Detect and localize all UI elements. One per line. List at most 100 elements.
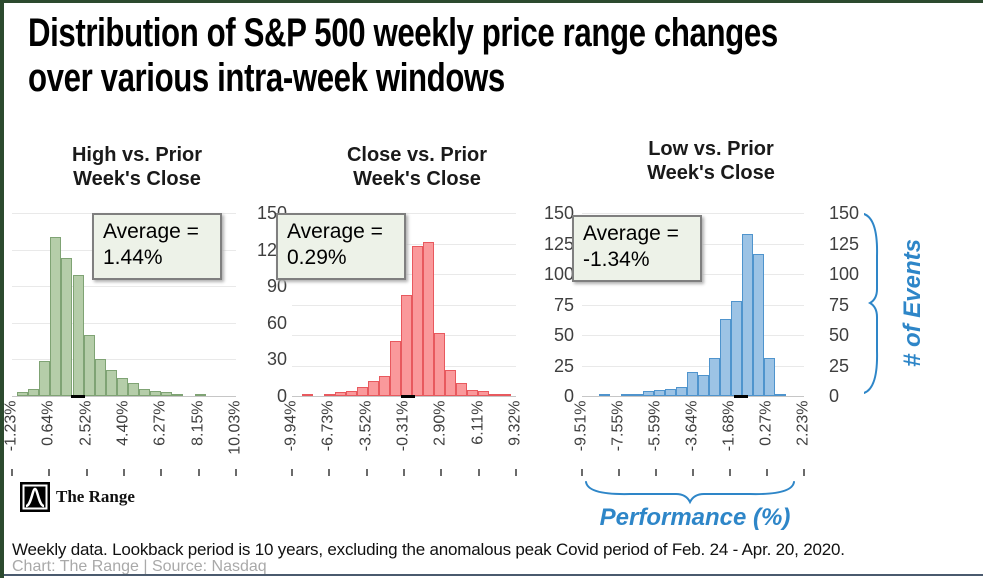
x-tick-mark bbox=[160, 469, 163, 476]
x-tick-mark bbox=[11, 469, 13, 476]
gridline bbox=[12, 322, 236, 324]
performance-brace-icon bbox=[585, 481, 795, 505]
x-tick-mark bbox=[197, 469, 200, 476]
histogram-bar bbox=[478, 391, 489, 396]
histogram-bar bbox=[742, 233, 753, 396]
histogram-bar bbox=[709, 358, 720, 396]
events-axis-label: # of Events bbox=[899, 238, 926, 368]
histogram-bar bbox=[445, 370, 456, 396]
histogram-bar bbox=[139, 388, 151, 396]
histogram-bar bbox=[324, 393, 335, 396]
y-tick-label: 125 bbox=[829, 233, 860, 254]
histogram-bar bbox=[72, 275, 84, 396]
histogram-bar bbox=[753, 254, 764, 396]
y-tick-label: 150 bbox=[543, 203, 574, 223]
histogram-bar bbox=[489, 393, 500, 396]
gridline bbox=[582, 304, 804, 306]
histogram-bar bbox=[401, 294, 412, 396]
histogram-bar bbox=[632, 393, 643, 396]
histogram-bar bbox=[128, 382, 140, 396]
histogram-bar bbox=[335, 392, 346, 396]
page-title-line2: over various intra-week windows bbox=[28, 55, 505, 100]
histogram-bar bbox=[368, 381, 379, 396]
x-tick-mark bbox=[729, 469, 731, 476]
histogram-bar bbox=[720, 319, 731, 396]
average-marker bbox=[733, 395, 748, 398]
histogram-bar bbox=[116, 377, 128, 396]
gridline bbox=[582, 213, 804, 214]
events-brace-icon bbox=[864, 213, 879, 394]
y-tick-label: 30 bbox=[266, 349, 287, 370]
histogram-bar bbox=[434, 332, 445, 396]
x-tick-mark bbox=[85, 469, 88, 476]
x-tick-mark bbox=[515, 469, 517, 476]
histogram-bar bbox=[105, 370, 117, 396]
chart-title-close: Close vs. Prior Week's Close bbox=[346, 144, 488, 190]
bottom-border bbox=[4, 574, 983, 576]
x-tick-mark bbox=[235, 469, 237, 476]
average-callout-close: Average = 0.29% bbox=[276, 213, 406, 280]
y-tick-label: 50 bbox=[829, 325, 850, 345]
page-title-line1: Distribution of S&P 500 weekly price ran… bbox=[28, 11, 778, 55]
chart-title-low: Low vs. Prior Week's Close bbox=[647, 138, 775, 184]
histogram-bar bbox=[28, 388, 40, 396]
histogram-bar bbox=[390, 341, 401, 396]
x-tick-mark bbox=[581, 469, 583, 476]
histogram-bar bbox=[94, 359, 106, 396]
histogram-bar bbox=[83, 335, 95, 396]
page-title: Distribution of S&P 500 weekly price ran… bbox=[28, 11, 778, 101]
y-tick-label: 90 bbox=[266, 276, 287, 297]
y-tick-label: 0 bbox=[276, 386, 287, 406]
x-tick-mark bbox=[365, 469, 368, 476]
average-callout-low: Average = -1.34% bbox=[572, 215, 702, 282]
x-tick-mark bbox=[440, 469, 443, 476]
x-tick-mark bbox=[123, 469, 125, 476]
histogram-bar bbox=[379, 376, 390, 396]
gridline bbox=[12, 286, 236, 288]
histogram-bar bbox=[61, 258, 73, 396]
y-tick-label: 25 bbox=[553, 355, 574, 376]
average-marker bbox=[71, 395, 86, 398]
y-tick-label: 25 bbox=[829, 355, 850, 376]
histogram-bar bbox=[357, 387, 368, 396]
gridline bbox=[582, 335, 804, 336]
histogram-bar bbox=[172, 393, 184, 396]
y-tick-label: 0 bbox=[563, 386, 574, 406]
histogram-bar bbox=[467, 389, 478, 396]
average-marker bbox=[401, 395, 416, 398]
y-tick-label: 60 bbox=[266, 312, 287, 333]
histogram-bar bbox=[621, 394, 632, 396]
y-tick-label: 125 bbox=[543, 233, 574, 254]
histogram-bar bbox=[731, 300, 742, 396]
y-tick-label: 75 bbox=[829, 294, 850, 315]
histogram-bar bbox=[423, 242, 434, 396]
histogram-bar bbox=[50, 237, 62, 396]
histogram-bar bbox=[599, 394, 610, 396]
histogram-bar bbox=[150, 391, 162, 396]
average-callout-high: Average = 1.44% bbox=[92, 213, 222, 280]
histogram-bar bbox=[500, 393, 511, 396]
histogram-bar bbox=[346, 391, 357, 396]
histogram-bar bbox=[643, 391, 654, 396]
histogram-bar bbox=[17, 392, 29, 396]
gridline bbox=[582, 365, 804, 367]
x-tick-mark bbox=[803, 469, 805, 476]
credit-line: Chart: The Range | Source: Nasdaq bbox=[12, 558, 267, 575]
bell-curve-icon bbox=[20, 482, 50, 512]
histogram-bar bbox=[775, 394, 786, 396]
y-tick-label: 150 bbox=[829, 203, 860, 223]
logo-text: The Range bbox=[56, 487, 135, 506]
histogram-bar bbox=[698, 375, 709, 396]
x-tick-mark bbox=[477, 469, 480, 476]
x-tick-mark bbox=[48, 469, 51, 476]
histogram-bar bbox=[687, 371, 698, 396]
y-tick-label: 100 bbox=[829, 264, 860, 284]
histogram-bar bbox=[665, 388, 676, 396]
histogram-bar bbox=[194, 393, 206, 396]
the-range-logo: The Range bbox=[20, 482, 135, 512]
histogram-bar bbox=[764, 358, 775, 396]
y-tick-label: 50 bbox=[553, 325, 574, 345]
x-tick-mark bbox=[403, 469, 405, 476]
chart-title-high: High vs. Prior Week's Close bbox=[71, 144, 203, 190]
